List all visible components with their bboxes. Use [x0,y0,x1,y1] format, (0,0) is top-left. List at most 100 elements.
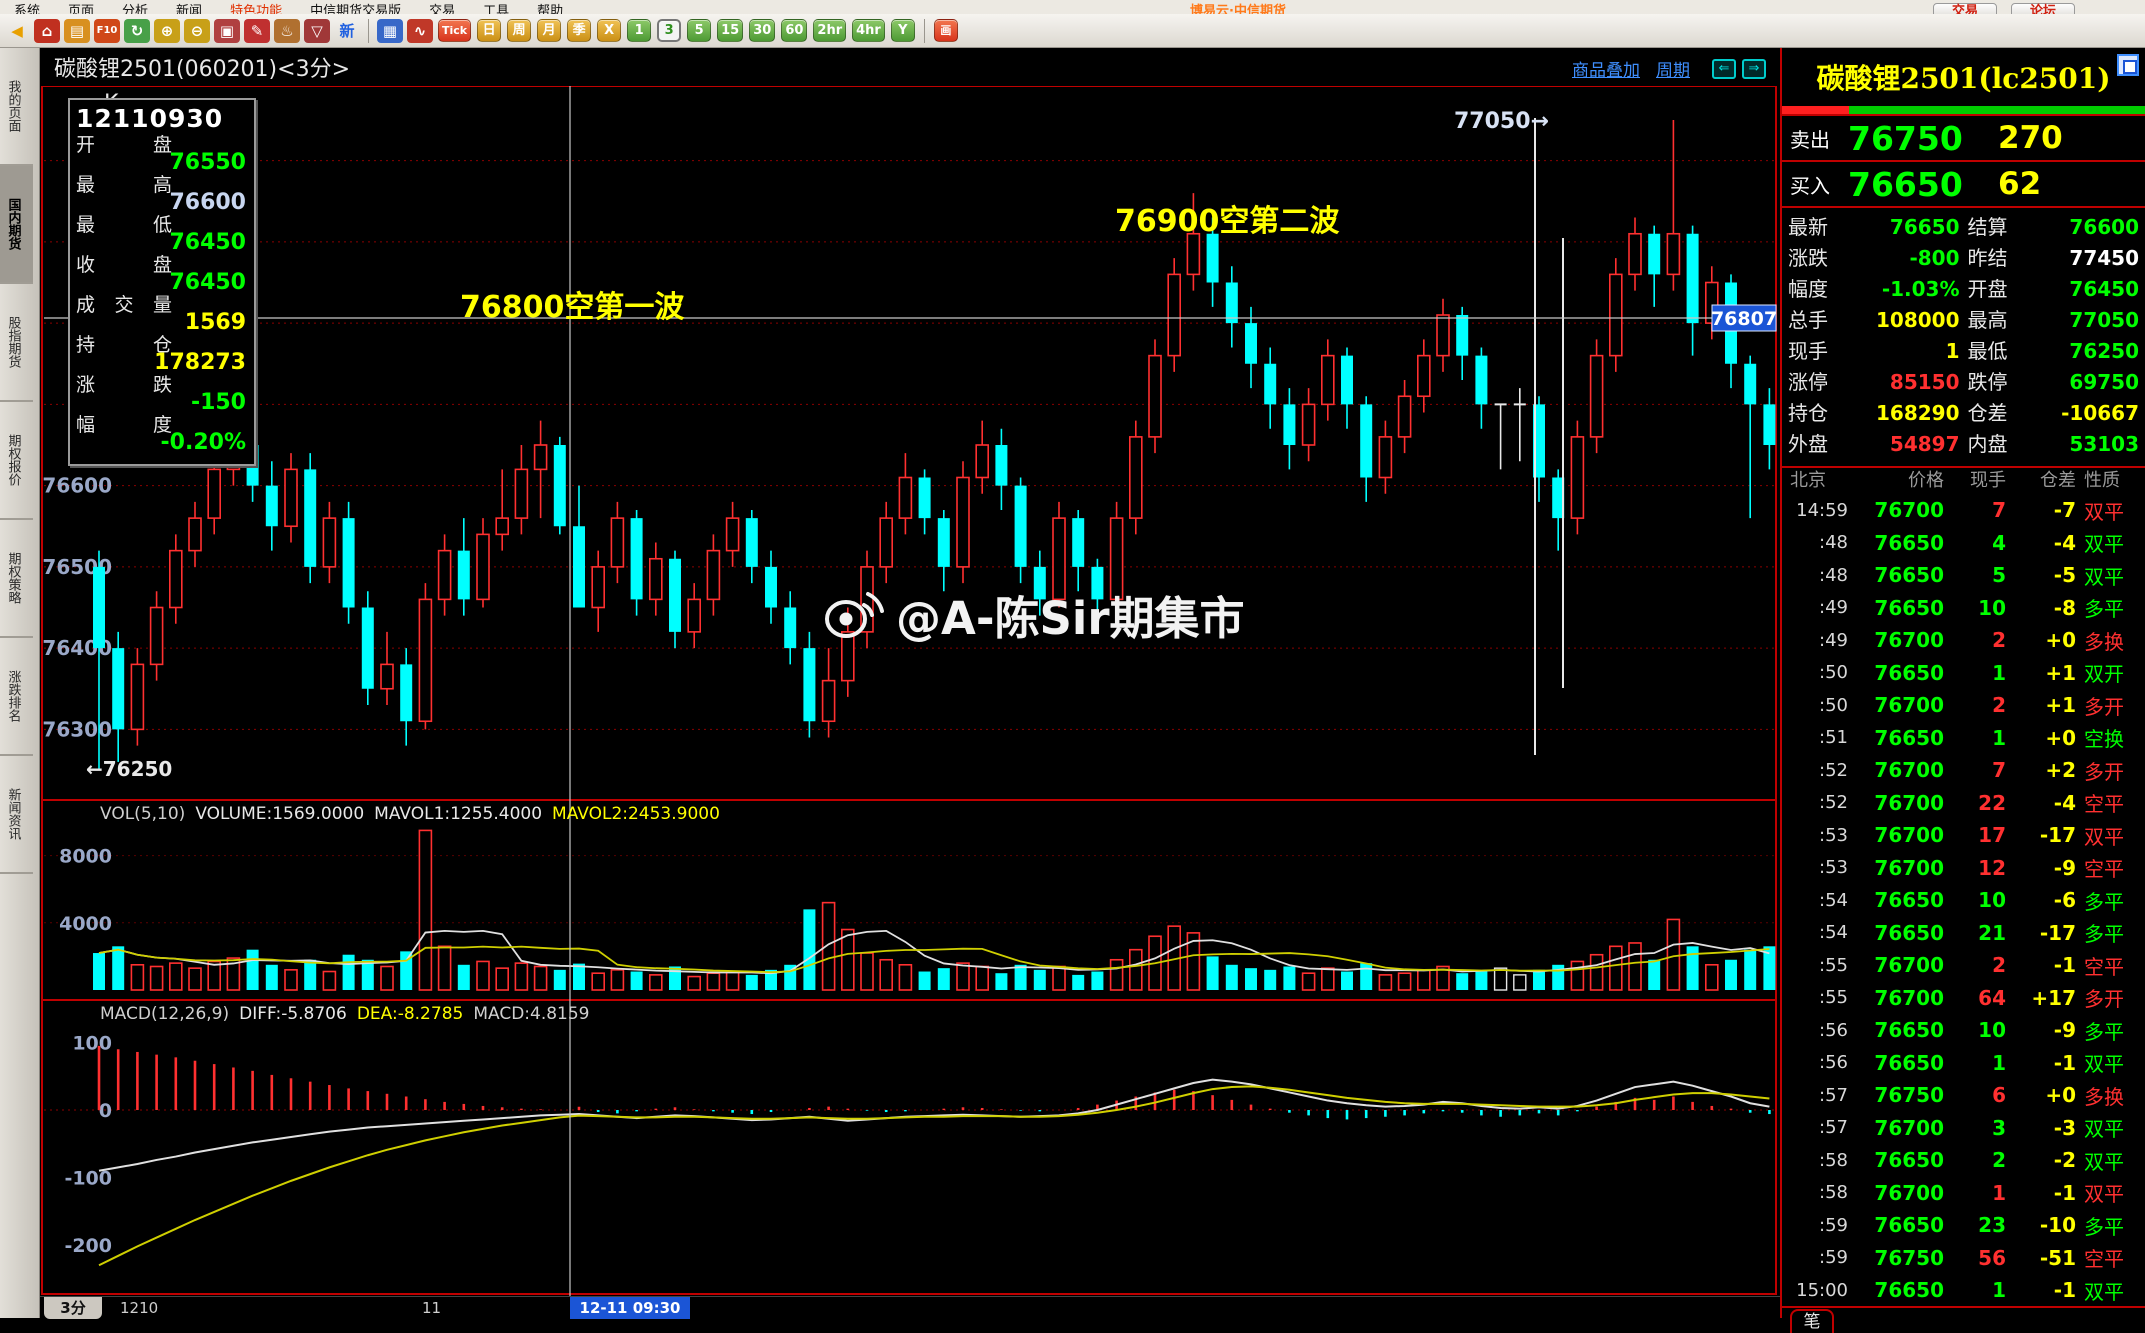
tick-row-5[interactable]: :49 76700 2 +0 多换 [1782,624,2145,657]
overlay-icon[interactable]: ▣ [214,18,240,43]
tick-row-22[interactable]: :58 76700 1 -1 双平 [1782,1177,2145,1210]
tick-row-18[interactable]: :56 76650 1 -1 双平 [1782,1047,2145,1080]
period-button-3[interactable]: 3 [657,19,682,42]
tick-row-3[interactable]: :48 76650 5 -5 双平 [1782,559,2145,592]
refresh-icon[interactable]: ↻ [124,18,150,43]
period-tab[interactable]: 3分 [44,1297,102,1319]
tick-row-12[interactable]: :53 76700 12 -9 空平 [1782,852,2145,885]
zoom-out-icon[interactable]: ⊖ [184,18,210,43]
period-button-季[interactable]: 季 [567,19,592,42]
vol-bar-7 [226,957,241,991]
tick-row-7[interactable]: :50 76700 2 +1 多开 [1782,689,2145,722]
tick-time: :48 [1819,564,1848,586]
left-tab-2[interactable]: 国内期货 [0,166,33,284]
tick-row-9[interactable]: :52 76700 7 +2 多开 [1782,754,2145,787]
period-button-4hr[interactable]: 4hr [852,19,885,42]
tick-qty: 7 [1992,498,2006,523]
chart-area[interactable]: 76600765007640076300K800040001000-100-20… [40,86,1780,1296]
f10-icon[interactable]: F10 [94,18,120,43]
period-link[interactable]: 周期 [1656,61,1690,81]
menu-item-4[interactable]: 新闻 [176,4,203,14]
period-button-X[interactable]: X [597,19,622,42]
back-icon[interactable]: ◀ [11,21,23,40]
vol-bar-45 [956,962,970,991]
tab-bi[interactable]: 笔 [1790,1309,1834,1333]
overlay-link[interactable]: 商品叠加 [1572,61,1640,81]
period-button-月[interactable]: 月 [537,19,562,42]
tick-row-8[interactable]: :51 76650 1 +0 空换 [1782,722,2145,755]
menu-item-2[interactable]: 页面 [68,4,95,14]
home-icon[interactable]: ⌂ [34,18,60,43]
tick-row-14[interactable]: :54 76650 21 -17 多平 [1782,917,2145,950]
pen-icon[interactable]: ✎ [244,18,270,43]
vol-bar-15 [380,965,394,991]
period-button-15[interactable]: 15 [717,19,744,42]
bid-row[interactable]: 买入 76650 62 [1782,160,2145,206]
kline-icon[interactable]: ∿ [407,18,433,43]
nav-left-icon[interactable]: ⇐ [1712,58,1736,79]
tick-row-6[interactable]: :50 76650 1 +1 双开 [1782,657,2145,690]
tick-row-15[interactable]: :55 76700 2 -1 空平 [1782,949,2145,982]
tick-price: 76650 [1874,920,1944,945]
vol-bar-87 [1763,946,1776,990]
period-button-60[interactable]: 60 [781,19,808,42]
left-tab-7[interactable]: 新闻资讯 [0,756,33,874]
menu-item-3[interactable]: 分析 [122,4,149,14]
vol-bar-19 [457,964,470,990]
tick-row-21[interactable]: :58 76650 2 -2 双平 [1782,1144,2145,1177]
menu-item-9[interactable]: 帮助 [537,4,564,14]
left-tab-1[interactable]: 我的页面 [0,48,33,166]
left-tab-4[interactable]: 期权报价 [0,402,33,520]
notes-icon[interactable]: ▤ [64,18,90,43]
nav-right-icon[interactable]: ⇒ [1742,58,1766,79]
tick-row-4[interactable]: :49 76650 10 -8 多平 [1782,592,2145,625]
vol-ylabel-8000: 8000 [59,846,112,868]
tick-row-2[interactable]: :48 76650 4 -4 双平 [1782,527,2145,560]
tick-time: :49 [1819,597,1848,619]
menu-bar: 系统 页面 分析 新闻 特色功能 中信期货交易版 交易 工具 帮助 [0,0,2145,14]
left-tab-5[interactable]: 期权策略 [0,520,33,638]
period-button-Tick[interactable]: Tick [438,19,472,42]
period-button-5[interactable]: 5 [687,19,712,42]
candle-body-38 [821,679,836,723]
left-tab-3[interactable]: 股指期货 [0,284,33,402]
tick-row-17[interactable]: :56 76650 10 -9 多平 [1782,1014,2145,1047]
period-button-日[interactable]: 日 [477,19,502,42]
menu-item-1[interactable]: 系统 [14,4,41,14]
tick-row-1[interactable]: 14:59 76700 7 -7 双平 [1782,494,2145,527]
left-tab-6[interactable]: 涨跌排名 [0,638,33,756]
tick-table[interactable]: 14:59 76700 7 -7 双平:48 76650 4 -4 双平:48 76650 5 -5 双… [1782,494,2145,1306]
stat-label: 涨跌 [1788,246,1828,270]
zoom-in-icon[interactable]: ⊕ [154,18,180,43]
tick-row-13[interactable]: :54 76650 10 -6 多平 [1782,884,2145,917]
ask-row[interactable]: 卖出 76750 270 [1782,114,2145,160]
new-icon[interactable]: 新 [339,21,355,40]
tick-row-24[interactable]: :59 76750 56 -51 空平 [1782,1242,2145,1275]
menu-item-7[interactable]: 交易 [429,4,456,14]
period-button-周[interactable]: 周 [507,19,532,42]
vol-bar-9 [265,964,278,990]
period-button-30[interactable]: 30 [749,19,776,42]
tick-row-19[interactable]: :57 76750 6 +0 多换 [1782,1079,2145,1112]
menu-item-8[interactable]: 工具 [483,4,510,14]
tick-row-25[interactable]: 15:00 76650 1 -1 双平 [1782,1274,2145,1306]
menu-item-5[interactable]: 特色功能 [230,4,283,14]
brush-icon[interactable]: ♨ [274,18,300,43]
report-icon[interactable]: ▦ [377,18,403,43]
stat-label: 外盘 [1788,432,1828,456]
period-button-1[interactable]: 1 [627,19,652,42]
draw-button[interactable]: 画 [933,19,958,42]
tick-row-20[interactable]: :57 76700 3 -3 双平 [1782,1112,2145,1145]
kline-chart[interactable]: 76600765007640076300K800040001000-100-20… [40,86,1780,1296]
tick-nature: 空平 [2084,954,2124,979]
menu-item-6[interactable]: 中信期货交易版 [310,4,402,14]
popup-window-icon[interactable] [2117,54,2139,76]
candle-body-66 [1360,404,1373,478]
tick-row-23[interactable]: :59 76650 23 -10 多平 [1782,1209,2145,1242]
tick-row-10[interactable]: :52 76700 22 -4 空平 [1782,787,2145,820]
tick-row-16[interactable]: :55 76700 64 +17 多开 [1782,982,2145,1015]
period-button-2hr[interactable]: 2hr [813,19,847,42]
period-button-Y[interactable]: Y [890,19,915,42]
tick-row-11[interactable]: :53 76700 17 -17 双平 [1782,819,2145,852]
filter-icon[interactable]: ▽ [304,18,330,43]
